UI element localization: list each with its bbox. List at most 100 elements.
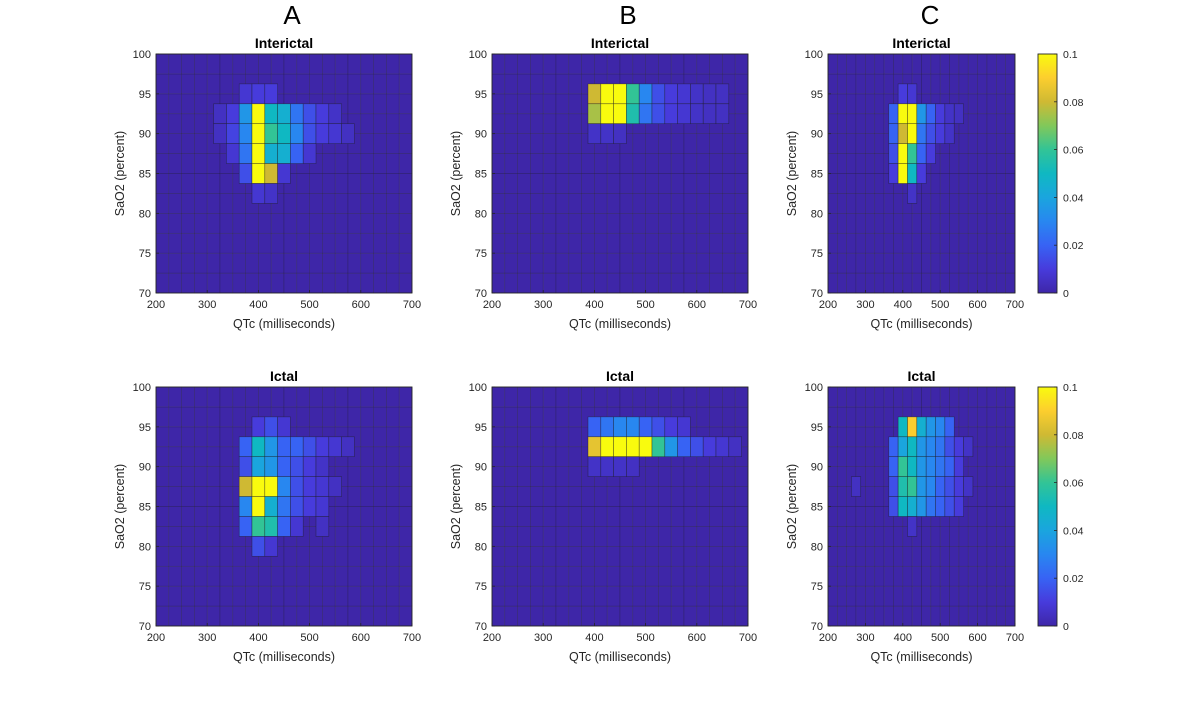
heatmap-cell-empty (977, 93, 988, 115)
heatmap-cell-empty (977, 565, 988, 587)
heatmap-cell-empty (632, 133, 646, 154)
heatmap-cell (264, 516, 278, 537)
heatmap-cell-empty (309, 546, 323, 567)
heatmap-cell-empty (709, 585, 723, 607)
heatmap-cell-empty (658, 486, 672, 507)
heatmap-cell (677, 416, 691, 438)
heatmap-cell-empty (855, 272, 866, 294)
heatmap-cell-empty (530, 466, 544, 487)
heatmap-cell-empty (504, 506, 518, 527)
heatmap-cell-empty (398, 546, 413, 567)
heatmap-cell (677, 103, 691, 125)
heatmap-cell-empty (619, 213, 634, 234)
heatmap-cell-empty (696, 565, 710, 587)
heatmap-cell (651, 416, 666, 438)
heatmap-cell-empty (632, 232, 646, 254)
heatmap-cell-empty (194, 426, 208, 448)
heatmap-cell-empty (334, 232, 349, 254)
heatmap-cell-empty (542, 546, 557, 567)
heatmap-cell-empty (846, 113, 857, 134)
heatmap-cell (728, 436, 742, 458)
heatmap-cell (897, 83, 908, 105)
heatmap-cell-empty (1005, 153, 1016, 174)
heatmap-cell-empty (874, 93, 885, 115)
heatmap-cell-empty (846, 585, 857, 607)
heatmap-cell-empty (632, 193, 646, 214)
heatmap-cell-empty (530, 133, 544, 154)
heatmap-cell-empty (893, 565, 904, 587)
heatmap-cell-empty (245, 272, 259, 294)
heatmap-cell-empty (995, 386, 1006, 408)
heatmap-cell (315, 476, 330, 497)
heatmap-cell-empty (995, 232, 1006, 254)
heatmap-cell-empty (696, 486, 710, 507)
x-tick-label: 500 (300, 632, 318, 644)
heatmap-cell-empty (581, 546, 595, 567)
heatmap-cell-empty (967, 506, 978, 527)
heatmap-cell-empty (542, 565, 557, 587)
heatmap-cell-empty (874, 73, 885, 95)
heatmap-cell-empty (581, 565, 595, 587)
heatmap-cell (897, 143, 908, 164)
heatmap-cell-empty (722, 466, 736, 487)
heatmap-cell (897, 436, 908, 458)
heatmap-cell (664, 416, 678, 438)
heatmap-cell-empty (386, 193, 400, 214)
heatmap-cell (907, 516, 918, 537)
heatmap-cell-empty (734, 53, 749, 75)
heatmap-cell-empty (855, 133, 866, 154)
heatmap-cell (916, 476, 927, 497)
heatmap-cell-empty (360, 526, 374, 547)
heatmap-cell (888, 163, 899, 184)
heatmap-cell-empty (530, 546, 544, 567)
heatmap-cell (916, 163, 927, 184)
heatmap-cell-empty (883, 406, 894, 428)
panel-title: Interictal (892, 35, 950, 51)
heatmap-cell-empty (967, 605, 978, 627)
heatmap-cell (677, 436, 691, 458)
heatmap-cell-empty (645, 466, 659, 487)
heatmap-cell-empty (734, 406, 749, 428)
colorbar-tick-label: 0.1 (1063, 49, 1078, 61)
heatmap-cell-empty (360, 386, 374, 408)
heatmap-cell-empty (491, 173, 506, 194)
heatmap-cell-empty (855, 153, 866, 174)
heatmap-cell-empty (995, 73, 1006, 95)
heatmap-cell-empty (645, 193, 659, 214)
heatmap-cell-empty (181, 53, 195, 75)
heatmap-cell-empty (168, 193, 182, 214)
heatmap-cell-empty (309, 232, 323, 254)
heatmap-cell (715, 103, 730, 125)
heatmap-cell-empty (986, 272, 997, 294)
heatmap-cell-empty (874, 426, 885, 448)
heatmap-cell-empty (734, 153, 749, 174)
heatmap-panel-B-interictal: 200 300 400 500 600 700 70 75 80 85 90 95 100 Interic… (449, 35, 757, 331)
heatmap-cell-empty (709, 193, 723, 214)
x-tick-label: 400 (585, 299, 603, 311)
heatmap-cell-empty (995, 252, 1006, 274)
heatmap-cell-empty (855, 426, 866, 448)
heatmap-cell-empty (846, 232, 857, 254)
heatmap-cell-empty (977, 232, 988, 254)
heatmap-cell-empty (360, 173, 374, 194)
heatmap-cell-empty (995, 406, 1006, 428)
heatmap-cell-empty (347, 252, 362, 274)
heatmap-cell-empty (398, 605, 413, 627)
heatmap-cell-empty (949, 53, 960, 75)
heatmap-cell-empty (893, 585, 904, 607)
heatmap-cell-empty (958, 546, 969, 567)
heatmap-cell-empty (632, 605, 646, 627)
heatmap-cell-empty (206, 605, 221, 627)
heatmap-cell-empty (568, 93, 582, 115)
heatmap-cell-empty (386, 173, 400, 194)
heatmap-cell-empty (632, 272, 646, 294)
x-tick-label: 600 (352, 299, 370, 311)
heatmap-cell-empty (722, 133, 736, 154)
heatmap-cell-empty (360, 153, 374, 174)
heatmap-cell-empty (986, 446, 997, 467)
y-tick-label: 70 (475, 288, 487, 300)
heatmap-cell-empty (568, 193, 582, 214)
heatmap-cell-empty (373, 546, 387, 567)
y-tick-label: 100 (133, 49, 151, 61)
heatmap-cell (935, 416, 946, 438)
